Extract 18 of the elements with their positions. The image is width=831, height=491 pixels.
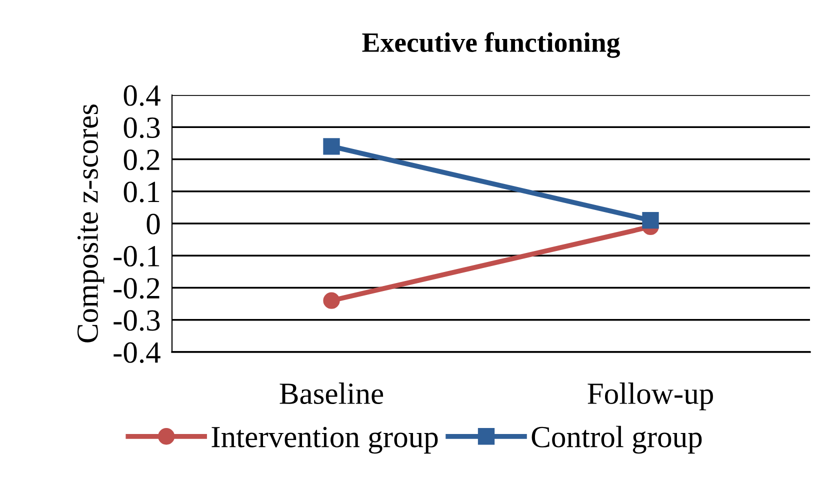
point [642,212,659,229]
point [323,292,340,309]
y-tick-label: -0.4 [114,342,160,364]
y-axis-title: Composite z-scores [77,104,104,342]
legend-label: Control group [532,426,702,454]
y-tick-label: -0.2 [114,278,160,299]
x-tick-label: Baseline [280,382,384,404]
y-tick-label: 0.4 [124,85,160,106]
y-tick-label: -0.1 [114,246,160,267]
y-tick-label: -0.3 [114,310,160,331]
point [323,138,340,155]
x-tick-label: Follow-up [588,382,713,410]
y-tick-label: 0.3 [124,117,160,138]
chart-title: Executive functioning [362,32,620,58]
y-tick-label: 0.1 [124,182,160,202]
y-tick-label: 0 [146,214,160,234]
y-tick-label: 0.2 [124,150,160,170]
legend-label: Intervention group [212,426,438,454]
